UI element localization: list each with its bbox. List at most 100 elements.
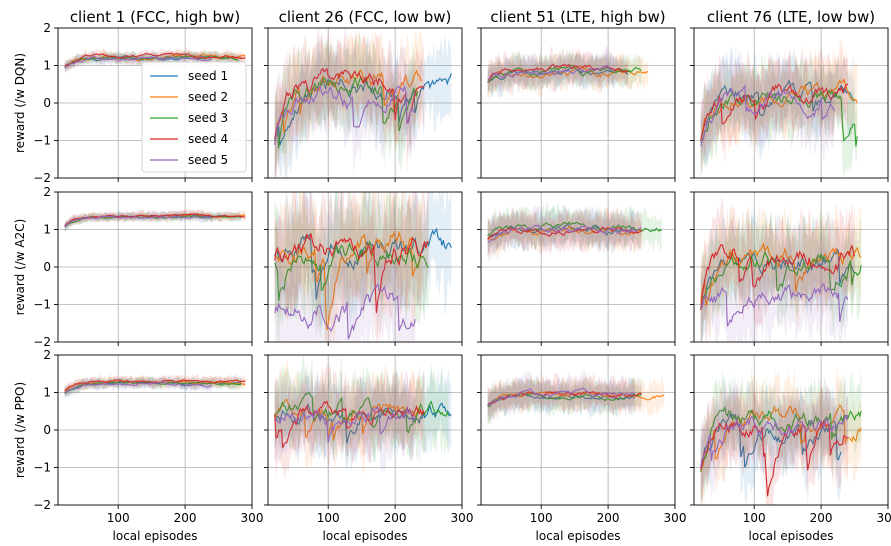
x-tick-label: 300 bbox=[877, 511, 891, 525]
band-seed-4 bbox=[487, 372, 642, 422]
y-tick-label: −2 bbox=[33, 335, 51, 349]
panel-r0-c1 bbox=[264, 27, 463, 182]
y-tick-label: −2 bbox=[33, 171, 51, 185]
legend-label: seed 1 bbox=[188, 69, 228, 83]
x-tick-label: 300 bbox=[451, 511, 474, 525]
y-tick-label: 0 bbox=[43, 260, 51, 274]
band-seed-5 bbox=[274, 224, 416, 342]
legend-entry-seed-2: seed 2 bbox=[150, 90, 228, 104]
line-seed-4 bbox=[64, 213, 246, 227]
band-seed-2 bbox=[274, 28, 422, 178]
y-tick-label: −2 bbox=[33, 498, 51, 512]
band-seed-5 bbox=[487, 46, 615, 98]
line-seed-5 bbox=[274, 282, 416, 341]
band-seed-3 bbox=[64, 375, 242, 399]
band-seed-4 bbox=[274, 28, 425, 178]
x-tick-label: 300 bbox=[664, 511, 687, 525]
band-seed-2 bbox=[64, 47, 246, 75]
band-seed-4 bbox=[274, 192, 429, 342]
x-tick-label: 200 bbox=[384, 511, 407, 525]
x-tick-label: 200 bbox=[810, 511, 833, 525]
row-ylabel-1: reward (/w DQN) bbox=[13, 53, 27, 153]
line-seed-3 bbox=[487, 221, 663, 237]
line-seed-3 bbox=[700, 250, 862, 310]
panel-r1-c0: −2 −1 0 1 2 bbox=[33, 185, 253, 349]
band-seed-1 bbox=[487, 49, 629, 100]
band-seed-3 bbox=[487, 49, 642, 97]
panel-r0-c2 bbox=[477, 27, 676, 182]
line-seed-5 bbox=[700, 414, 849, 468]
band-seed-3 bbox=[487, 375, 642, 426]
x-tick-label: 200 bbox=[597, 511, 620, 525]
y-tick-label: 0 bbox=[43, 423, 51, 437]
legend-label: seed 4 bbox=[188, 132, 228, 146]
line-seed-5 bbox=[487, 64, 616, 83]
column-title-2: client 26 (FCC, low bw) bbox=[279, 8, 452, 26]
band-seed-4 bbox=[487, 206, 642, 255]
band-seed-5 bbox=[274, 37, 416, 178]
line-seed-5 bbox=[487, 224, 642, 244]
row-ylabel-2: reward (/w A2C) bbox=[13, 219, 27, 316]
band-seed-4 bbox=[700, 45, 848, 165]
line-seed-5 bbox=[274, 405, 416, 444]
y-tick-label: 1 bbox=[43, 59, 51, 73]
legend-entry-seed-3: seed 3 bbox=[150, 111, 228, 125]
line-seed-4 bbox=[700, 83, 849, 141]
x-tick-label: 200 bbox=[174, 511, 197, 525]
band-seed-3 bbox=[274, 192, 429, 342]
line-seed-5 bbox=[64, 381, 213, 394]
band-seed-3 bbox=[487, 201, 662, 258]
line-seed-5 bbox=[64, 215, 212, 228]
line-seed-2 bbox=[274, 230, 423, 331]
legend-entry-seed-4: seed 4 bbox=[150, 132, 228, 146]
legend-label: seed 2 bbox=[188, 90, 228, 104]
panel-r2-c3: 100 200 300 bbox=[690, 354, 891, 525]
y-tick-label: 1 bbox=[43, 386, 51, 400]
x-axis-label: local episodes bbox=[323, 529, 408, 543]
line-seed-1 bbox=[487, 67, 629, 83]
legend-label: seed 3 bbox=[188, 111, 228, 125]
x-axis-label: local episodes bbox=[113, 529, 198, 543]
band-seed-4 bbox=[64, 47, 246, 70]
line-seed-3 bbox=[274, 76, 419, 149]
x-axis-label: local episodes bbox=[749, 529, 834, 543]
band-seed-4 bbox=[487, 45, 629, 94]
y-tick-label: 2 bbox=[43, 21, 51, 35]
band-seed-3 bbox=[274, 355, 449, 464]
panel-r1-c3 bbox=[690, 191, 889, 346]
line-seed-3 bbox=[487, 64, 642, 83]
band-seed-4 bbox=[700, 195, 855, 342]
band-seed-4 bbox=[64, 374, 246, 397]
band-seed-2 bbox=[487, 372, 665, 424]
x-tick-label: 100 bbox=[743, 511, 766, 525]
y-tick-label: −1 bbox=[33, 298, 51, 312]
line-seed-4 bbox=[274, 400, 425, 449]
line-seed-4 bbox=[274, 67, 425, 140]
line-seed-3 bbox=[274, 240, 430, 302]
panel-r0-c3 bbox=[690, 27, 889, 182]
y-tick-label: 1 bbox=[43, 223, 51, 237]
line-seed-1 bbox=[274, 73, 452, 146]
line-seed-4 bbox=[700, 420, 848, 497]
line-seed-2 bbox=[700, 78, 858, 140]
band-seed-4 bbox=[274, 361, 425, 481]
line-seed-5 bbox=[64, 55, 213, 69]
band-seed-4 bbox=[64, 208, 246, 231]
x-tick-label: 100 bbox=[107, 511, 130, 525]
band-seed-1 bbox=[700, 373, 842, 505]
band-seed-3 bbox=[700, 50, 858, 178]
band-seed-2 bbox=[64, 374, 246, 395]
band-seed-1 bbox=[700, 207, 855, 342]
line-seed-3 bbox=[274, 391, 450, 434]
band-seed-2 bbox=[700, 38, 858, 176]
panel-r1-c1 bbox=[264, 191, 463, 346]
y-tick-label: 2 bbox=[43, 185, 51, 199]
band-seed-1 bbox=[64, 49, 242, 72]
line-seed-4 bbox=[274, 232, 429, 314]
line-seed-5 bbox=[700, 84, 835, 147]
panel-r1-c2 bbox=[477, 191, 676, 346]
band-seed-2 bbox=[700, 364, 862, 505]
line-seed-2 bbox=[274, 69, 423, 145]
line-seed-2 bbox=[700, 242, 862, 307]
